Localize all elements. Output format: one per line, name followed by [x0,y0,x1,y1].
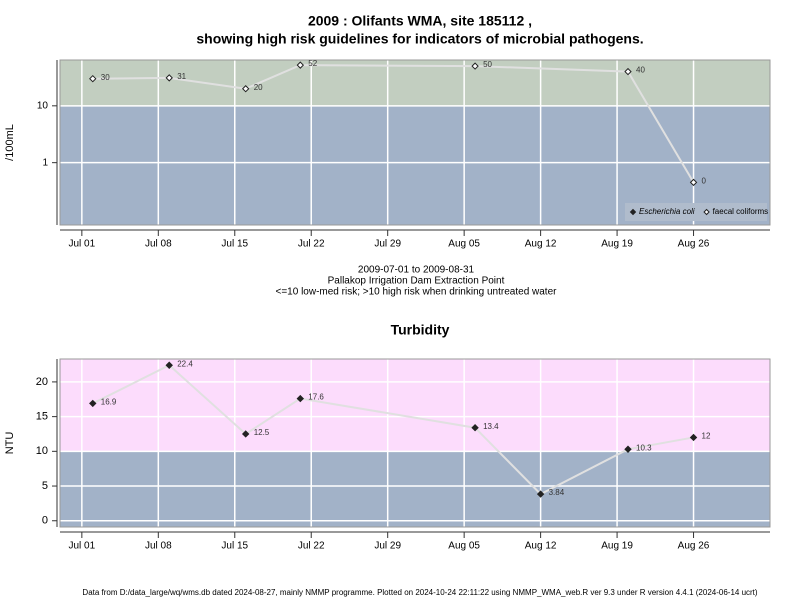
x-tick-label: Aug 19 [601,239,633,250]
caption: <=10 low-med risk; >10 high risk when dr… [276,287,558,298]
data-point [89,399,97,408]
y-axis-label: NTU [4,432,16,455]
data-point [536,490,545,498]
high-risk-band [60,359,770,452]
data-label: 12.5 [254,428,270,437]
x-tick-label: Jul 22 [298,239,325,250]
x-tick-label: Jul 01 [69,239,96,250]
caption: 2009-07-01 to 2009-08-31 [358,265,475,276]
y-tick-label: 10 [36,445,48,457]
x-tick-label: Jul 01 [69,541,96,552]
footer: Data from D:/data_large/wq/wms.db dated … [82,588,757,597]
data-label: 50 [483,60,492,69]
x-tick-label: Aug 12 [525,239,557,250]
x-tick-label: Jul 08 [145,541,172,552]
data-label: 22.4 [177,359,193,368]
data-label: 31 [177,72,186,81]
y-tick-label: 0 [42,515,48,527]
series-line [92,364,694,496]
x-tick-label: Jul 29 [374,239,401,250]
data-label: 17.6 [308,393,324,402]
data-point [624,445,632,453]
y-tick-label: 1 [42,157,48,168]
x-tick-label: Aug 26 [678,239,710,250]
x-tick-label: Aug 05 [448,239,480,250]
high-risk-band [60,60,770,106]
data-label: 16.9 [101,398,117,407]
y-tick-label: 20 [36,376,48,388]
legend-label: Escherichia coli [639,207,695,216]
data-point [689,178,698,187]
x-tick-label: Jul 15 [221,541,248,552]
data-label: 3.84 [549,488,565,497]
data-label: 12 [702,432,711,441]
y-axis-label: /100mL [4,124,16,161]
x-tick-label: Aug 12 [525,541,557,552]
y-tick-label: 15 [36,411,48,423]
data-label: 20 [254,83,263,92]
data-point [624,67,632,76]
plot-frame [59,358,771,528]
data-point [241,85,250,93]
data-label: 0 [702,176,707,185]
data-point [165,74,173,82]
data-label: 40 [636,66,645,75]
legend-marker [629,208,637,216]
legend-marker [703,208,710,216]
caption: Pallakop Irrigation Dam Extraction Point [328,276,505,287]
data-label: 30 [101,73,110,82]
plot-frame [59,59,771,226]
data-point [471,424,479,432]
x-tick-label: Jul 08 [145,239,172,250]
x-tick-label: Aug 26 [678,541,710,552]
x-tick-label: Jul 15 [221,239,248,250]
legend-label: faecal coliforms [713,207,769,216]
legend-box [625,203,767,221]
x-tick-label: Aug 19 [601,541,633,552]
data-point [165,361,173,369]
data-point [296,61,305,69]
data-label: 13.4 [483,422,499,431]
x-tick-label: Jul 29 [374,541,401,552]
data-point [296,394,305,403]
chart-title: showing high risk guidelines for indicat… [196,31,643,47]
y-tick-label: 10 [37,100,49,111]
data-label: 52 [308,59,317,68]
y-tick-label: 5 [42,480,48,492]
chart-title: 2009 : Olifants WMA, site 185112 , [308,13,532,29]
data-point [89,74,97,83]
x-tick-label: Aug 05 [448,541,480,552]
data-point [241,430,250,438]
data-point [689,433,698,442]
x-tick-label: Jul 22 [298,541,325,552]
chart-title: Turbidity [391,322,450,338]
data-point [471,62,479,70]
data-label: 10.3 [636,443,652,452]
